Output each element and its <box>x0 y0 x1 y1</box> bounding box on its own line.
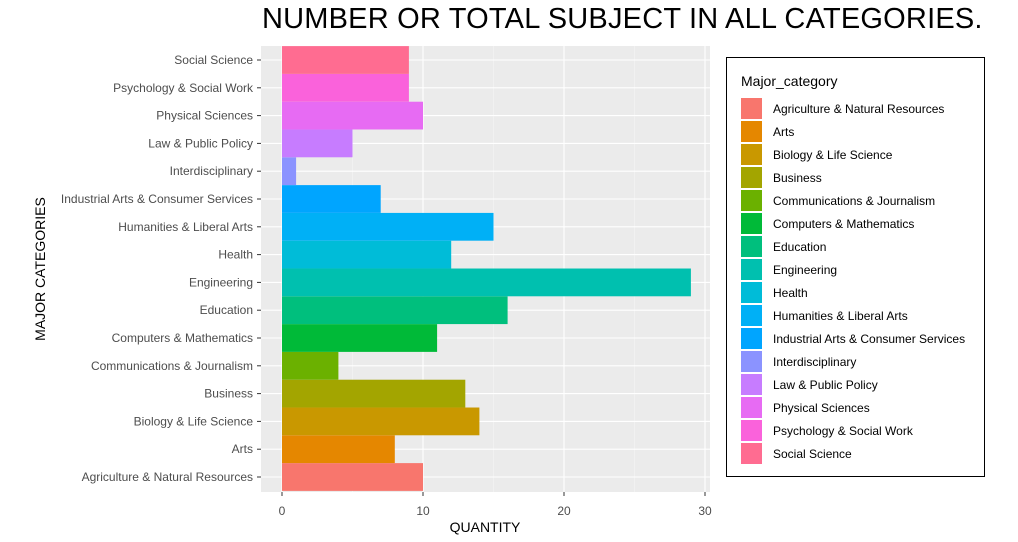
legend-item: Biology & Life Science <box>741 143 892 166</box>
legend-title: Major_category <box>741 73 838 89</box>
bar-biology-life-science <box>282 407 480 436</box>
y-tick-label: Business <box>204 387 253 401</box>
legend-item: Education <box>741 235 826 258</box>
legend-swatch <box>741 259 762 280</box>
bar-social-science <box>282 46 409 74</box>
grid-lines <box>261 46 710 492</box>
legend-swatch <box>741 374 762 395</box>
y-tick-label: Biology & Life Science <box>134 414 254 428</box>
legend-label: Humanities & Liberal Arts <box>773 308 908 323</box>
legend-item: Industrial Arts & Consumer Services <box>741 327 965 350</box>
legend-label: Computers & Mathematics <box>773 216 915 231</box>
y-tick-label: Health <box>218 248 253 262</box>
legend-swatch <box>741 282 762 303</box>
legend-item: Arts <box>741 120 794 143</box>
bar-business <box>282 379 466 408</box>
y-tick-label: Psychology & Social Work <box>113 81 254 95</box>
y-tick-label: Interdisciplinary <box>170 164 253 178</box>
legend-label: Health <box>773 285 808 300</box>
legend-swatch <box>741 305 762 326</box>
x-axis-ticks: 0 10 20 30 <box>279 492 712 518</box>
legend-swatch <box>741 213 762 234</box>
legend-swatch <box>741 328 762 349</box>
legend-item: Computers & Mathematics <box>741 212 914 235</box>
legend-item: Health <box>741 281 808 304</box>
legend-swatch <box>741 443 762 464</box>
legend: Major_category Agriculture & Natural Res… <box>726 57 985 477</box>
legend-label: Biology & Life Science <box>773 147 893 162</box>
legend-swatch <box>741 121 762 142</box>
x-tick-label: 10 <box>416 504 430 518</box>
bar-arts <box>282 435 395 464</box>
bar-interdisciplinary <box>282 157 297 186</box>
y-tick-label: Communications & Journalism <box>91 359 253 373</box>
legend-label: Psychology & Social Work <box>773 423 913 438</box>
legend-swatch <box>741 351 762 372</box>
y-tick-label: Industrial Arts & Consumer Services <box>61 192 253 206</box>
legend-label: Arts <box>773 124 795 139</box>
y-tick-label: Law & Public Policy <box>148 136 253 150</box>
legend-swatch <box>741 236 762 257</box>
legend-item: Psychology & Social Work <box>741 419 913 442</box>
legend-label: Physical Sciences <box>773 400 870 415</box>
legend-label: Engineering <box>773 262 838 277</box>
chart-title: NUMBER OR TOTAL SUBJECT IN ALL CATEGORIE… <box>262 3 983 35</box>
bar-psychology-social-work <box>282 73 409 102</box>
legend-label: Business <box>773 170 822 185</box>
x-tick-label: 0 <box>279 504 286 518</box>
bar-engineering <box>282 268 691 297</box>
y-axis-label: MAJOR CATEGORIES <box>32 197 48 341</box>
bar-industrial-arts-consumer-services <box>282 185 381 213</box>
y-tick-label: Education <box>200 303 253 317</box>
legend-swatch <box>741 144 762 165</box>
legend-item: Law & Public Policy <box>741 373 878 396</box>
legend-swatch <box>741 397 762 418</box>
y-tick-label: Agriculture & Natural Resources <box>82 470 253 484</box>
x-tick-label: 30 <box>698 504 712 518</box>
x-axis-label: QUANTITY <box>450 519 521 535</box>
y-tick-label: Physical Sciences <box>156 109 253 123</box>
legend-item: Physical Sciences <box>741 396 870 419</box>
bar-physical-sciences <box>282 101 423 130</box>
legend-item: Social Science <box>741 442 852 465</box>
legend-label: Law & Public Policy <box>773 377 878 392</box>
legend-item: Agriculture & Natural Resources <box>741 97 944 120</box>
legend-swatch <box>741 190 762 211</box>
legend-item: Interdisciplinary <box>741 350 856 373</box>
legend-item: Communications & Journalism <box>741 189 935 212</box>
bar-agriculture-natural-resources <box>282 463 423 491</box>
x-tick-label: 20 <box>557 504 571 518</box>
bar-chart: Agriculture & Natural Resources Arts Biolo… <box>32 46 712 535</box>
bar-communications-journalism <box>282 351 339 380</box>
legend-label: Industrial Arts & Consumer Services <box>773 331 966 346</box>
y-tick-label: Computers & Mathematics <box>112 331 253 345</box>
legend-swatch <box>741 167 762 188</box>
legend-item: Engineering <box>741 258 837 281</box>
legend-label: Agriculture & Natural Resources <box>773 101 945 116</box>
bars <box>282 46 691 491</box>
bar-health <box>282 240 452 269</box>
y-tick-label: Social Science <box>174 53 253 67</box>
bar-humanities-liberal-arts <box>282 212 494 241</box>
legend-label: Communications & Journalism <box>773 193 936 208</box>
y-tick-label: Humanities & Liberal Arts <box>118 220 253 234</box>
legend-label: Interdisciplinary <box>773 354 857 369</box>
legend-label: Social Science <box>773 446 852 461</box>
y-tick-label: Engineering <box>189 275 253 289</box>
legend-swatch <box>741 420 762 441</box>
bar-education <box>282 296 508 325</box>
legend-swatch <box>741 98 762 119</box>
y-axis-ticks: Agriculture & Natural Resources Arts Biolo… <box>61 53 261 484</box>
bar-computers-mathematics <box>282 324 438 352</box>
bar-law-public-policy <box>282 129 353 158</box>
legend-item: Humanities & Liberal Arts <box>741 304 908 327</box>
y-tick-label: Arts <box>232 442 253 456</box>
legend-label: Education <box>773 239 827 254</box>
legend-item: Business <box>741 166 822 189</box>
